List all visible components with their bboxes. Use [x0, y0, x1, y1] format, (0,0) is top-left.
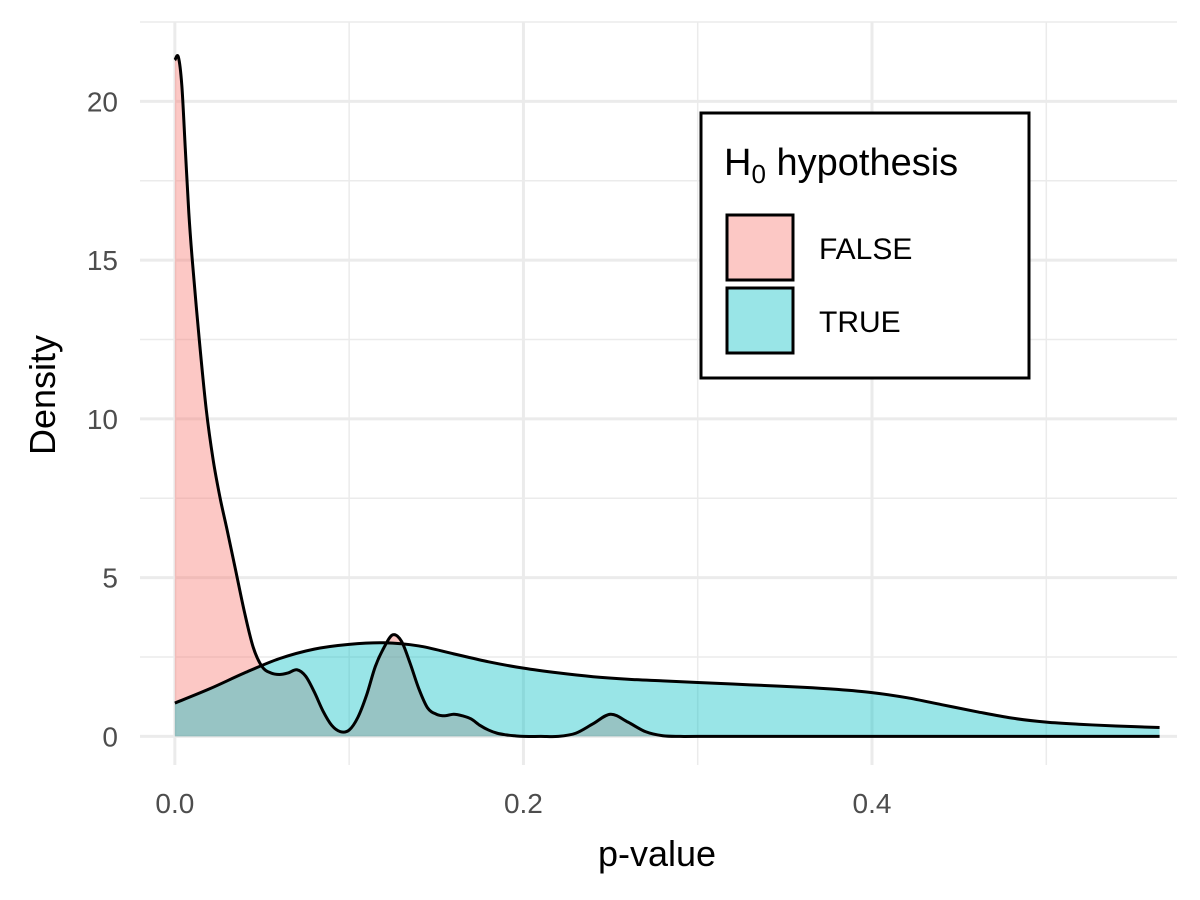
legend-key-false — [725, 213, 795, 282]
legend-box — [699, 111, 1031, 380]
y-tick-label: 0 — [102, 721, 118, 752]
density-area-true — [174, 642, 1160, 737]
y-tick-label: 20 — [87, 86, 118, 117]
x-tick-label: 0.0 — [155, 788, 194, 819]
density-line-true — [174, 641, 1160, 730]
legend-label-true: TRUE — [819, 306, 901, 339]
legend: H0 hypothesis FALSE TRUE — [699, 111, 1031, 380]
y-tick-label: 10 — [87, 404, 118, 435]
x-tick-label: 0.2 — [504, 788, 543, 819]
y-axis-ticks: 0 5 10 15 20 — [87, 86, 118, 752]
density-lines — [173, 54, 1160, 739]
x-axis-title: p-value — [598, 833, 716, 874]
minor-gridlines — [140, 21, 1177, 765]
x-axis-ticks: 0.0 0.2 0.4 — [155, 788, 891, 819]
density-areas — [174, 55, 1160, 737]
legend-label-false: FALSE — [819, 233, 912, 266]
y-tick-label: 15 — [87, 245, 118, 276]
x-tick-label: 0.4 — [853, 788, 892, 819]
y-tick-label: 5 — [102, 563, 118, 594]
legend-key-true — [725, 286, 795, 355]
density-line-false — [173, 54, 1160, 739]
legend-title: H0 hypothesis — [724, 142, 958, 189]
y-axis-title: Density — [22, 335, 63, 455]
